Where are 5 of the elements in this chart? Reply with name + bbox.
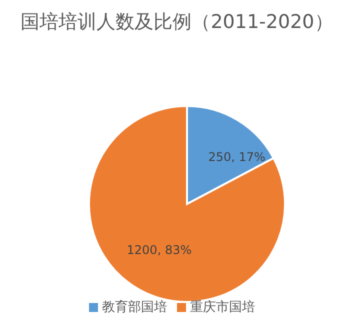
data-label: 250, 17%	[208, 150, 266, 164]
data-label: 1200, 83%	[126, 243, 192, 258]
chart-title: 国培培训人数及比例（2011-2020）	[20, 11, 334, 33]
legend-label: 重庆市国培	[190, 300, 255, 315]
legend-label: 教育部国培	[102, 300, 167, 315]
